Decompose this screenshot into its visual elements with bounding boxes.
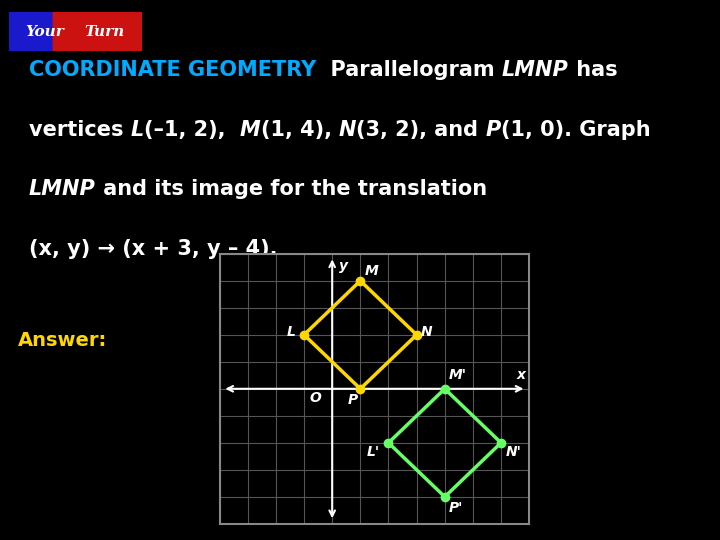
Text: and its image for the translation: and its image for the translation <box>96 179 487 199</box>
FancyBboxPatch shape <box>53 8 158 56</box>
Text: Answer:: Answer: <box>18 330 107 350</box>
Text: COORDINATE GEOMETRY: COORDINATE GEOMETRY <box>29 60 316 80</box>
Text: (–1, 2),: (–1, 2), <box>144 120 240 140</box>
Text: Your: Your <box>25 25 64 39</box>
Text: LMNP: LMNP <box>502 60 569 80</box>
Text: Turn: Turn <box>84 25 125 39</box>
Text: L: L <box>287 325 296 339</box>
Text: has: has <box>569 60 617 80</box>
Text: Parallelogram: Parallelogram <box>316 60 502 80</box>
Text: (1, 0). Graph: (1, 0). Graph <box>501 120 650 140</box>
Text: (1, 4),: (1, 4), <box>261 120 339 140</box>
Text: vertices: vertices <box>29 120 130 140</box>
Text: x: x <box>516 368 526 382</box>
Text: N: N <box>420 325 433 339</box>
Text: N': N' <box>505 446 521 460</box>
Text: (x, y) → (x + 3, y – 4).: (x, y) → (x + 3, y – 4). <box>29 239 277 259</box>
Text: M': M' <box>449 368 467 382</box>
FancyBboxPatch shape <box>0 8 158 56</box>
Text: (3, 2), and: (3, 2), and <box>356 120 485 140</box>
Text: M: M <box>364 264 378 278</box>
Text: LMNP: LMNP <box>29 179 96 199</box>
Text: L': L' <box>367 446 380 460</box>
Text: P': P' <box>449 501 464 515</box>
Text: M: M <box>240 120 261 140</box>
Text: P: P <box>485 120 501 140</box>
Text: O: O <box>310 392 321 405</box>
Text: P: P <box>347 393 358 407</box>
Text: L: L <box>130 120 144 140</box>
Text: y: y <box>339 259 348 273</box>
Text: N: N <box>339 120 356 140</box>
